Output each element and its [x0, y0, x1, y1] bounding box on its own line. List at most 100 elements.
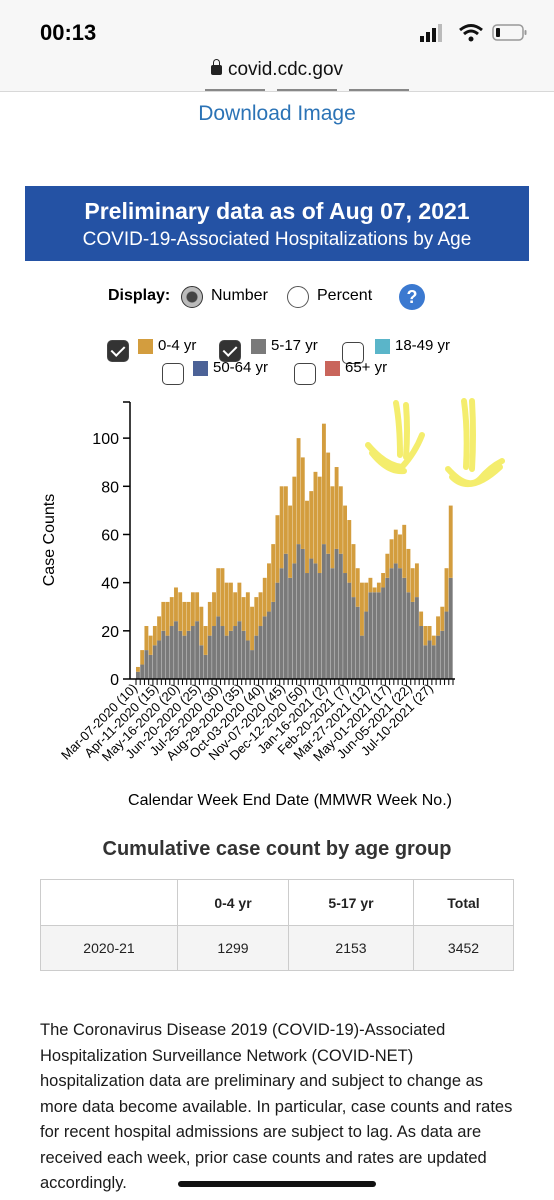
- bar-0-4-yr: [414, 563, 419, 598]
- checkbox-5-17-yr[interactable]: [219, 340, 241, 362]
- bar-5-17-yr: [436, 635, 440, 679]
- bar-0-4-yr: [288, 505, 293, 578]
- bar-5-17-yr: [376, 592, 381, 679]
- bar-0-4-yr: [136, 666, 140, 672]
- bar-0-4-yr: [330, 486, 335, 569]
- table-row: 2020-21 1299 2153 3452: [40, 925, 514, 971]
- bar-5-17-yr: [326, 553, 331, 679]
- bar-0-4-yr: [381, 573, 386, 588]
- bar-5-17-yr: [245, 640, 250, 679]
- bar-0-4-yr: [305, 500, 309, 574]
- bar-0-4-yr: [241, 597, 246, 631]
- table-cell-0-4-yr: 1299: [177, 925, 289, 971]
- bar-0-4-yr: [174, 587, 178, 622]
- legend-swatch-65-plus-yr: [325, 361, 340, 376]
- address-bar[interactable]: covid.cdc.gov: [0, 52, 554, 92]
- y-tick-label: 20: [101, 624, 119, 641]
- bar-5-17-yr: [406, 592, 411, 679]
- bar-0-4-yr: [444, 568, 449, 612]
- bar-0-4-yr: [207, 601, 212, 636]
- bar-0-4-yr: [182, 601, 187, 636]
- bar-5-17-yr: [136, 671, 140, 679]
- bar-0-4-yr: [190, 592, 195, 627]
- bar-5-17-yr: [440, 630, 445, 679]
- bar-5-17-yr: [381, 587, 386, 679]
- help-icon[interactable]: ?: [399, 284, 425, 310]
- checkbox-18-49-yr[interactable]: [342, 342, 364, 364]
- bar-0-4-yr: [347, 520, 352, 583]
- bar-0-4-yr: [161, 601, 166, 631]
- bar-0-4-yr: [419, 611, 424, 627]
- bar-5-17-yr: [203, 654, 208, 679]
- bar-5-17-yr: [448, 577, 453, 679]
- bar-5-17-yr: [300, 548, 305, 679]
- legend-label-5-17-yr: 5-17 yr: [271, 337, 318, 354]
- bar-0-4-yr: [448, 505, 453, 578]
- table-title: Cumulative case count by age group: [102, 838, 452, 860]
- radio-number[interactable]: [181, 286, 203, 308]
- status-bar: 00:13: [0, 0, 554, 52]
- bar-0-4-yr: [216, 568, 221, 617]
- bar-0-4-yr: [372, 587, 377, 593]
- bar-5-17-yr: [228, 630, 233, 679]
- bar-0-4-yr: [220, 568, 225, 627]
- bar-0-4-yr: [144, 626, 149, 651]
- bar-5-17-yr: [140, 664, 145, 679]
- bar-0-4-yr: [436, 616, 440, 636]
- table-header-5-17-yr: 5-17 yr: [288, 879, 414, 926]
- bar-5-17-yr: [321, 544, 326, 679]
- bar-0-4-yr: [292, 476, 297, 564]
- bar-5-17-yr: [279, 568, 284, 679]
- bar-5-17-yr: [427, 640, 432, 679]
- bar-5-17-yr: [423, 645, 428, 679]
- url-text: covid.cdc.gov: [227, 59, 344, 80]
- bar-5-17-yr: [144, 650, 149, 679]
- bar-5-17-yr: [212, 626, 216, 679]
- bar-0-4-yr: [245, 592, 250, 641]
- bar-0-4-yr: [283, 486, 288, 554]
- bar-0-4-yr: [228, 582, 233, 631]
- bar-0-4-yr: [389, 539, 394, 569]
- wifi-icon: [459, 24, 483, 42]
- bar-5-17-yr: [267, 611, 271, 679]
- bar-0-4-yr: [398, 534, 402, 569]
- bar-0-4-yr: [250, 606, 255, 651]
- status-icons: [420, 24, 527, 42]
- radio-percent[interactable]: [287, 286, 309, 308]
- bar-5-17-yr: [220, 626, 225, 679]
- bar-5-17-yr: [431, 645, 436, 679]
- bar-0-4-yr: [313, 471, 318, 564]
- bar-5-17-yr: [283, 553, 288, 679]
- checkbox-0-4-yr[interactable]: [107, 340, 129, 362]
- bar-0-4-yr: [152, 626, 157, 646]
- download-image-link[interactable]: Download Image: [198, 102, 356, 125]
- bar-5-17-yr: [313, 563, 318, 679]
- bar-5-17-yr: [237, 621, 242, 679]
- bar-5-17-yr: [402, 577, 407, 679]
- bar-5-17-yr: [165, 635, 170, 679]
- bar-5-17-yr: [258, 626, 263, 679]
- bar-5-17-yr: [419, 626, 424, 679]
- bar-5-17-yr: [393, 563, 398, 679]
- bar-0-4-yr: [258, 592, 263, 627]
- bar-5-17-yr: [372, 592, 377, 679]
- table-cell-season: 2020-21: [40, 925, 178, 971]
- bar-0-4-yr: [148, 635, 153, 655]
- table-cell-total: 3452: [413, 925, 514, 971]
- bar-5-17-yr: [330, 568, 335, 679]
- bar-5-17-yr: [355, 606, 360, 679]
- bar-0-4-yr: [199, 606, 204, 646]
- bar-0-4-yr: [296, 438, 301, 545]
- bar-0-4-yr: [321, 423, 326, 545]
- banner-subtitle: COVID-19-Associated Hospitalizations by …: [82, 229, 472, 250]
- checkbox-50-64-yr[interactable]: [162, 363, 184, 385]
- bar-0-4-yr: [157, 616, 162, 641]
- checkbox-65-plus-yr[interactable]: [294, 363, 316, 385]
- bar-0-4-yr: [423, 626, 428, 646]
- bar-0-4-yr: [410, 568, 415, 602]
- bar-0-4-yr: [262, 577, 267, 617]
- table-header-row: 0-4 yr 5-17 yr Total: [40, 879, 514, 926]
- bar-0-4-yr: [355, 568, 360, 607]
- y-tick-label: 0: [110, 672, 119, 689]
- y-tick-label: 100: [92, 431, 119, 448]
